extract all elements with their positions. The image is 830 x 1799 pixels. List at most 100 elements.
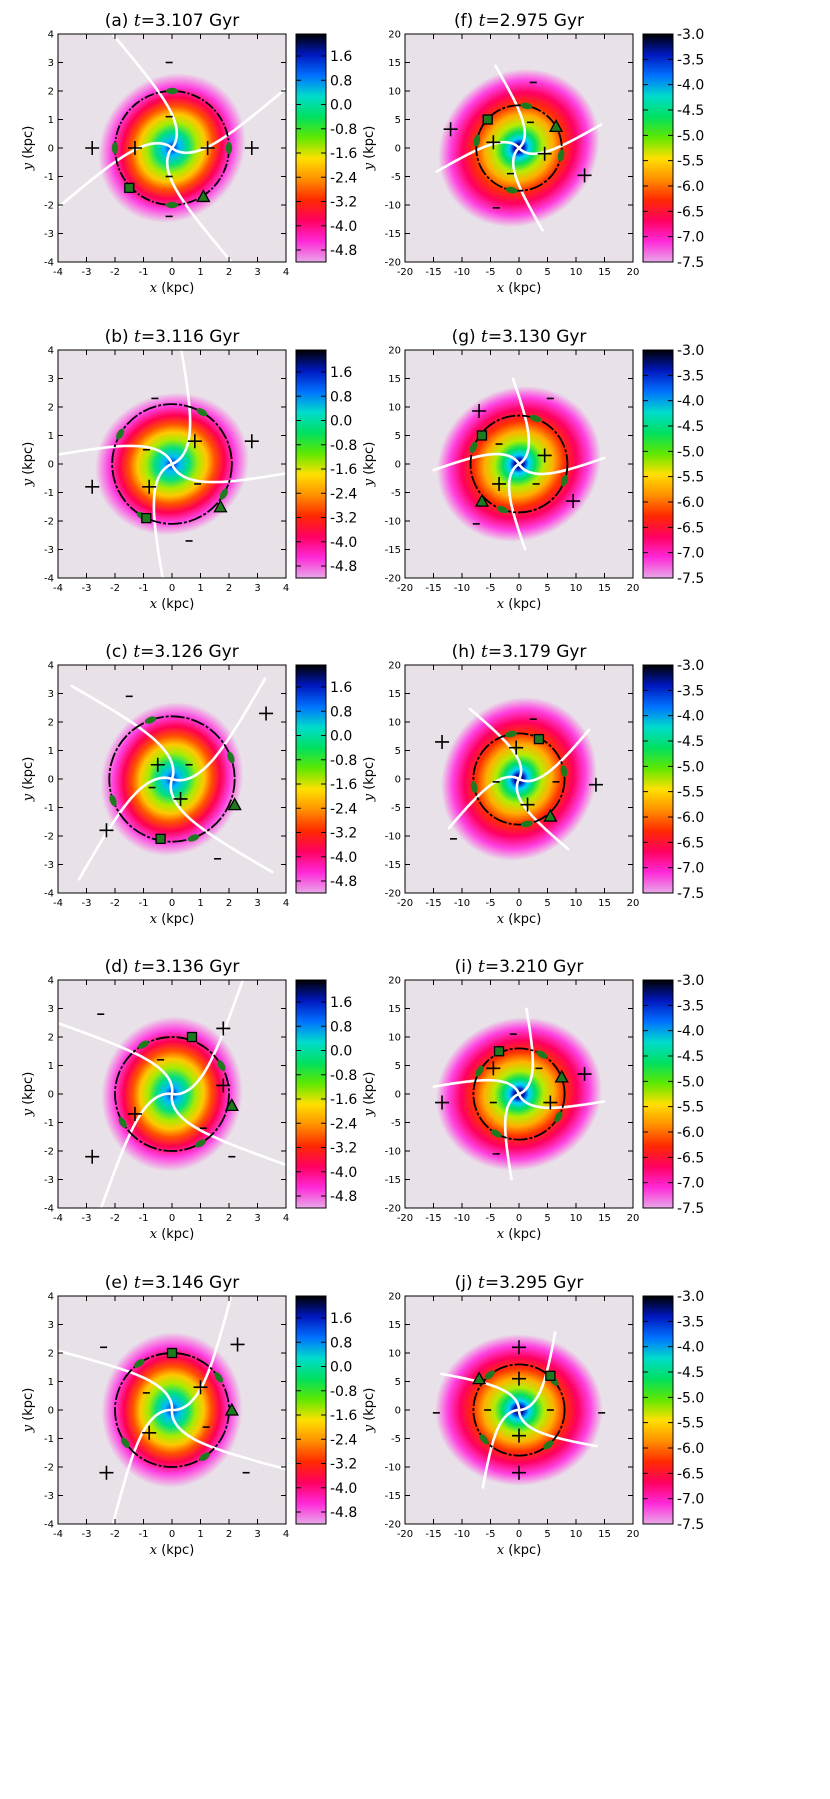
colorbar-tick-label: -4.0	[677, 1024, 704, 1040]
green-crossing	[484, 1370, 495, 1380]
colorbar-tick-label: -2.4	[330, 1116, 357, 1132]
x-axis-label: x (kpc)	[150, 1227, 195, 1242]
colorbar-tick-label: -0.8	[330, 438, 357, 454]
x-tick-label: 0	[516, 898, 522, 909]
x-tick-label: 4	[283, 1529, 289, 1540]
square-marker	[493, 1046, 505, 1057]
green-crossing	[166, 87, 178, 95]
y-tick-label: -10	[385, 1147, 401, 1158]
y-tick-label: -2	[44, 1147, 54, 1158]
heatmap-b	[58, 350, 286, 578]
y-tick-label: 2	[48, 1033, 54, 1044]
x-tick-label: 20	[627, 583, 640, 594]
x-tick-label: -20	[397, 1213, 413, 1224]
y-tick-label: 1	[48, 746, 54, 757]
ridge-line	[77, 776, 174, 881]
colorbar-tick-label: 0.8	[330, 73, 352, 89]
panel-title: (j) t=3.295 Gyr	[455, 1273, 584, 1293]
heatmap-f	[405, 34, 633, 262]
y-tick-label: 20	[388, 30, 401, 41]
colorbar-tick-label: -3.5	[677, 998, 704, 1014]
green-crossing	[118, 1117, 127, 1128]
square-marker	[155, 833, 166, 844]
colorbar-tick-label: -6.0	[677, 1441, 704, 1457]
x-tick-label: 5	[544, 1529, 550, 1540]
plus-marker	[512, 1371, 526, 1386]
y-tick-label: -1	[44, 803, 54, 814]
x-tick-label: 4	[283, 583, 289, 594]
x-tick-label: -2	[110, 898, 120, 909]
y-tick-label: 3	[48, 1320, 54, 1331]
y-tick-label: -4	[44, 1204, 54, 1215]
plus-marker	[566, 494, 581, 509]
x-tick-label: 1	[197, 898, 203, 909]
panel-i: (i) t=3.210 Gyr -20 -15 -10 -5 0 5 10 15 20 -20 -15…	[362, 957, 704, 1242]
plus-marker	[577, 168, 592, 183]
green-crossing	[214, 1372, 224, 1383]
ridge-line	[517, 1408, 598, 1448]
x-tick-label: -3	[82, 583, 92, 594]
colorbar-tick-label: -3.0	[677, 27, 704, 43]
ridge-line	[169, 777, 274, 874]
colorbar-tick-label: -7.0	[677, 1176, 704, 1192]
y-tick-label: 5	[395, 431, 401, 442]
ridge-line	[511, 377, 531, 466]
y-tick-label: -4	[44, 1520, 54, 1531]
plus-marker	[244, 434, 259, 449]
colorbar-tick-label: -3.2	[330, 195, 357, 211]
y-tick-label: 5	[395, 1061, 401, 1072]
x-axis-label: x (kpc)	[497, 1543, 542, 1558]
y-tick-label: 2	[48, 1349, 54, 1360]
green-crossing	[536, 1050, 548, 1059]
ridge-line	[170, 1408, 286, 1471]
y-tick-label: -10	[385, 517, 401, 528]
colorbar-tick-label: -4.0	[677, 709, 704, 725]
x-tick-label: 4	[283, 898, 289, 909]
y-tick-label: 3	[48, 1004, 54, 1015]
panel-e: (e) t=3.146 Gyr -4 -3 -2 -1 0 1 2 3 4 -4 -3 -2 -1 0 1 2 3…	[21, 1273, 357, 1558]
x-tick-label: 0	[516, 583, 522, 594]
colorbar-tick-label: 0.0	[330, 414, 352, 430]
heatmap-g	[405, 350, 633, 578]
y-axis-label: y (kpc)	[362, 126, 377, 172]
green-crossing	[490, 1129, 502, 1138]
plus-marker	[127, 141, 142, 155]
plus-marker	[173, 791, 188, 806]
green-crossing	[199, 1452, 210, 1462]
triangle-marker	[224, 1402, 239, 1416]
ridge-line	[481, 1408, 521, 1489]
corotation-circle	[469, 414, 569, 514]
colorbar-tick-label: -4.8	[330, 559, 357, 575]
colorbar-tick-label: -0.8	[330, 753, 357, 769]
green-crossing	[217, 1060, 226, 1071]
green-crossing	[529, 414, 542, 423]
y-tick-label: -2	[44, 517, 54, 528]
panel-title: (g) t=3.130 Gyr	[452, 327, 587, 347]
colorbar-tick-label: 0.0	[330, 1044, 352, 1060]
y-tick-label: 0	[395, 1090, 401, 1101]
y-tick-label: -3	[44, 545, 54, 556]
x-tick-label: 10	[570, 267, 583, 278]
panel-f: (f) t=2.975 Gyr -20 -15 -10 -5 0 5 10 15 20 -20 -15…	[362, 11, 704, 296]
y-tick-label: 10	[388, 1033, 401, 1044]
x-tick-label: -5	[486, 898, 496, 909]
colorbar-tick-label: -6.5	[677, 835, 704, 851]
plus-marker	[99, 823, 114, 838]
y-tick-label: -2	[44, 832, 54, 843]
x-tick-label: -2	[110, 1529, 120, 1540]
colorbar-tick-label: -0.8	[330, 122, 357, 138]
green-crossing	[225, 142, 233, 154]
x-tick-label: 4	[283, 1213, 289, 1224]
colorbar-tick-label: -3.5	[677, 683, 704, 699]
x-tick-label: -1	[139, 583, 149, 594]
x-tick-label: -5	[486, 1529, 496, 1540]
x-tick-label: -10	[454, 898, 470, 909]
plus-marker	[85, 479, 100, 494]
panel-g: (g) t=3.130 Gyr -20 -15 -10 -5 0 5 10 15 20 -20 -15…	[362, 327, 704, 612]
colorbar-tick-label: -3.5	[677, 52, 704, 68]
y-tick-label: -20	[385, 1204, 401, 1215]
colorbar-tick-label: 0.8	[330, 704, 352, 720]
colorbar-tick-label: -4.8	[330, 1189, 357, 1205]
square-marker	[476, 430, 488, 441]
square-marker	[124, 182, 135, 194]
